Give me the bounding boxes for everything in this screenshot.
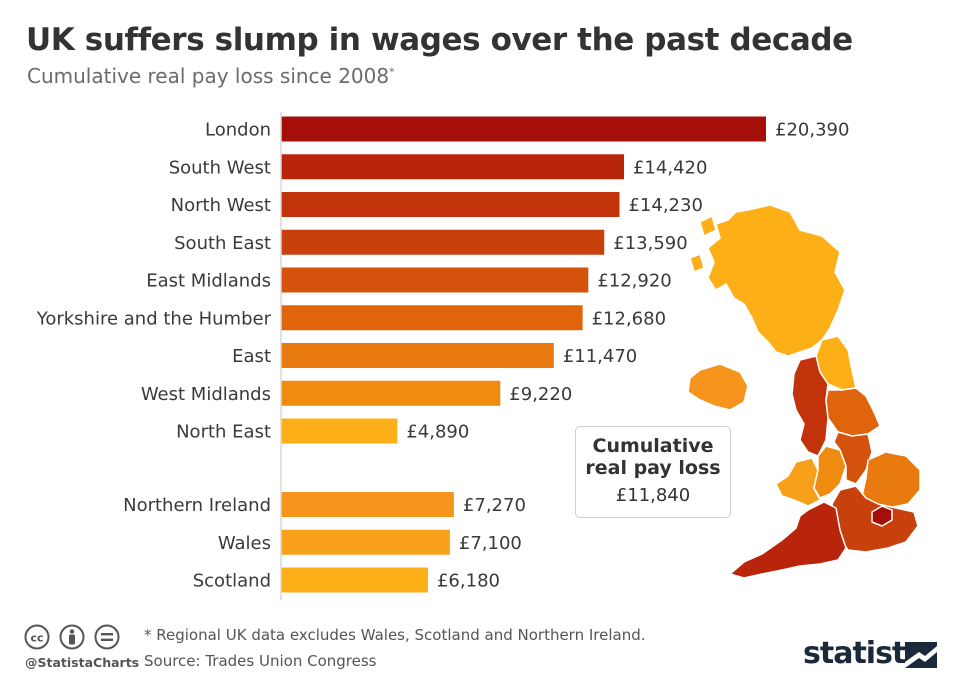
callout-title: Cumulative real pay loss (585, 435, 721, 479)
bar-south-west (281, 154, 624, 180)
map-region-wales (775, 457, 821, 507)
category-label: Yorkshire and the Humber (36, 308, 272, 329)
map-region-east-midlands (833, 431, 873, 485)
bar-northern-ireland (281, 492, 454, 517)
category-label: East (232, 346, 271, 367)
category-label: South West (169, 157, 271, 178)
map-region-west-midlands (813, 445, 847, 499)
uk-map (687, 204, 921, 579)
bar-east (281, 343, 554, 368)
value-label: £6,180 (437, 571, 500, 592)
category-labels: London South West North West South East East… (36, 120, 272, 592)
value-label: £20,390 (775, 120, 849, 141)
category-label: North East (176, 422, 271, 443)
category-label: West Midlands (141, 384, 271, 405)
bar-north-west (281, 192, 620, 217)
value-label: £12,680 (592, 308, 666, 329)
bar-wales (281, 529, 450, 555)
value-label: £11,470 (563, 346, 637, 367)
map-region-northern-ireland (687, 363, 749, 411)
svg-text:cc: cc (30, 632, 43, 645)
chart-title: UK suffers slump in wages over the past … (26, 22, 853, 58)
value-labels: £20,390 £14,420 £14,230 £13,590 £12,920 £12,6… (406, 120, 849, 592)
national-average-callout: Cumulative real pay loss £11,840 (575, 426, 731, 518)
map-region-east (861, 451, 921, 509)
bar-west-midlands (281, 380, 501, 406)
attribution-icon (59, 624, 85, 650)
category-label: South East (174, 233, 271, 254)
value-label: £9,220 (509, 384, 572, 405)
subtitle-footnote-mark: * (389, 65, 395, 79)
callout-value: £11,840 (615, 485, 691, 506)
category-label: Scotland (193, 571, 271, 592)
value-label: £14,230 (628, 195, 702, 216)
category-label: London (205, 120, 271, 141)
value-label: £12,920 (597, 271, 671, 292)
category-label: East Midlands (146, 271, 271, 292)
cc-icon: cc (24, 624, 50, 650)
bar-east-midlands (281, 267, 589, 293)
bar-london (281, 116, 766, 142)
license-icons: cc (24, 624, 120, 650)
footnote: * Regional UK data excludes Wales, Scotl… (144, 626, 646, 644)
category-label: Wales (218, 533, 271, 554)
statista-logo-icon (905, 642, 937, 668)
value-label: £13,590 (613, 233, 687, 254)
value-label: £7,270 (463, 495, 526, 516)
map-region-yorkshire (825, 387, 881, 437)
map-region-scotland (689, 204, 846, 357)
chart-subtitle: Cumulative real pay loss since 2008* (27, 64, 395, 88)
category-label: North West (171, 195, 271, 216)
map-region-london (871, 505, 893, 527)
value-label: £7,100 (459, 533, 522, 554)
bar-south-east (281, 229, 605, 255)
value-label: £14,420 (633, 157, 707, 178)
value-label: £4,890 (406, 422, 469, 443)
statista-handle: @StatistaCharts (25, 655, 140, 670)
no-derivatives-icon (94, 624, 120, 650)
bar-scotland (281, 567, 428, 593)
source-note: Source: Trades Union Congress (144, 652, 377, 670)
bar-yorkshire-and-the-humber (281, 305, 583, 331)
category-label: Northern Ireland (123, 495, 271, 516)
subtitle-text: Cumulative real pay loss since 2008 (27, 64, 390, 88)
bar-north-east (281, 418, 398, 444)
map-region-south-west (729, 501, 847, 579)
bars-group (281, 116, 766, 593)
